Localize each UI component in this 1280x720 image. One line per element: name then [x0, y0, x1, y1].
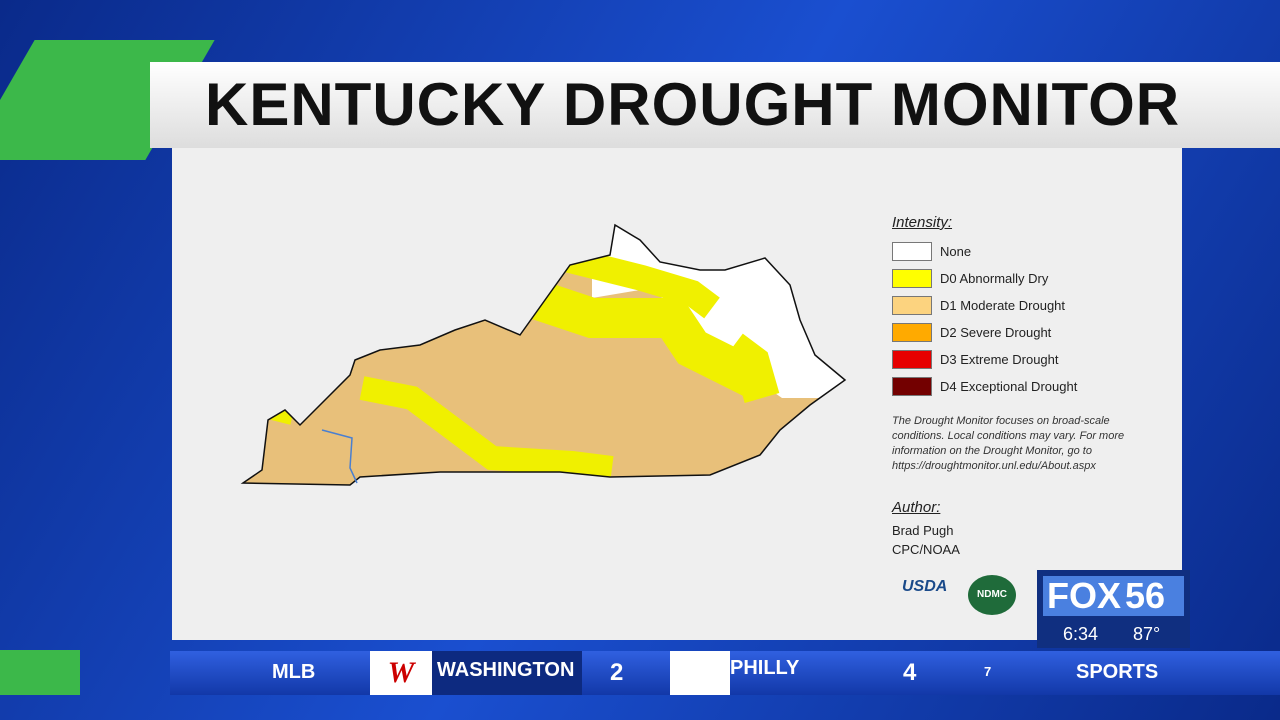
station-logo: FOX 56 — [1043, 576, 1184, 616]
section: SPORTS — [1076, 661, 1159, 683]
legend-label: D1 Moderate Drought — [940, 298, 1066, 313]
legend-swatch — [892, 296, 932, 315]
team1-logo: W — [370, 651, 432, 695]
ticker: MLB W WASHINGTON 2 PHILLY 4 7 SPORTS — [170, 651, 1280, 695]
legend-item: D2 Severe Drought — [892, 323, 1152, 343]
legend-title: Intensity: — [892, 214, 953, 231]
river — [321, 429, 358, 484]
station-bug: FOX 56 6:34 87° — [1037, 570, 1190, 648]
map-panel — [172, 148, 1182, 640]
time: 6:34 — [1063, 624, 1099, 644]
team1: WASHINGTON — [437, 659, 575, 681]
station-number: 56 — [1125, 575, 1166, 616]
decor-green-bottom — [0, 650, 80, 695]
team1-box — [432, 651, 582, 695]
legend-swatch — [892, 350, 932, 369]
title-bar — [150, 62, 1280, 148]
legend-swatch — [892, 269, 932, 288]
author-name: Brad Pugh — [892, 523, 954, 538]
legend-label: D4 Exceptional Drought — [940, 379, 1078, 394]
legend-item: D4 Exceptional Drought — [892, 377, 1152, 397]
usda-logo: USDA — [902, 578, 948, 595]
note-line: The Drought Monitor focuses on broad-sca… — [892, 415, 1110, 427]
map — [242, 224, 846, 486]
legend-label: D3 Extreme Drought — [940, 352, 1059, 367]
author-title: Author: — [892, 499, 941, 516]
team2: PHILLY — [730, 657, 800, 679]
legend-label: None — [940, 244, 972, 259]
legend-swatch — [892, 323, 932, 342]
legend-label: D0 Abnormally Dry — [940, 271, 1049, 286]
d0-band — [558, 245, 720, 319]
legend-item: D0 Abnormally Dry — [892, 269, 1152, 289]
team2-logo — [670, 651, 730, 695]
legend-swatch — [892, 242, 932, 261]
temperature: 87° — [1133, 624, 1161, 644]
ndmc-logo: NDMC — [968, 575, 1016, 615]
inning: 7 — [984, 664, 992, 679]
legend-item: D1 Moderate Drought — [892, 296, 1152, 316]
legend-swatch — [892, 377, 932, 396]
title: KENTUCKY DROUGHT MONITOR — [205, 71, 1181, 138]
league: MLB — [272, 661, 316, 683]
note: The Drought Monitor focuses on broad-sca… — [892, 414, 1124, 474]
note-line: https://droughtmonitor.unl.edu/About.asp… — [892, 460, 1096, 472]
score2: 4 — [903, 659, 917, 686]
score1: 2 — [610, 659, 624, 686]
d0-band — [359, 376, 614, 480]
legend-item: D3 Extreme Drought — [892, 350, 1152, 370]
note-line: information on the Drought Monitor, go t… — [892, 445, 1092, 457]
legend-label: D2 Severe Drought — [940, 325, 1052, 340]
station-name: FOX — [1047, 575, 1122, 616]
d0-band — [721, 333, 780, 403]
author-org: CPC/NOAA — [892, 542, 960, 557]
legend-item: None — [892, 242, 1152, 262]
note-line: conditions. Local conditions may vary. F… — [892, 430, 1125, 442]
